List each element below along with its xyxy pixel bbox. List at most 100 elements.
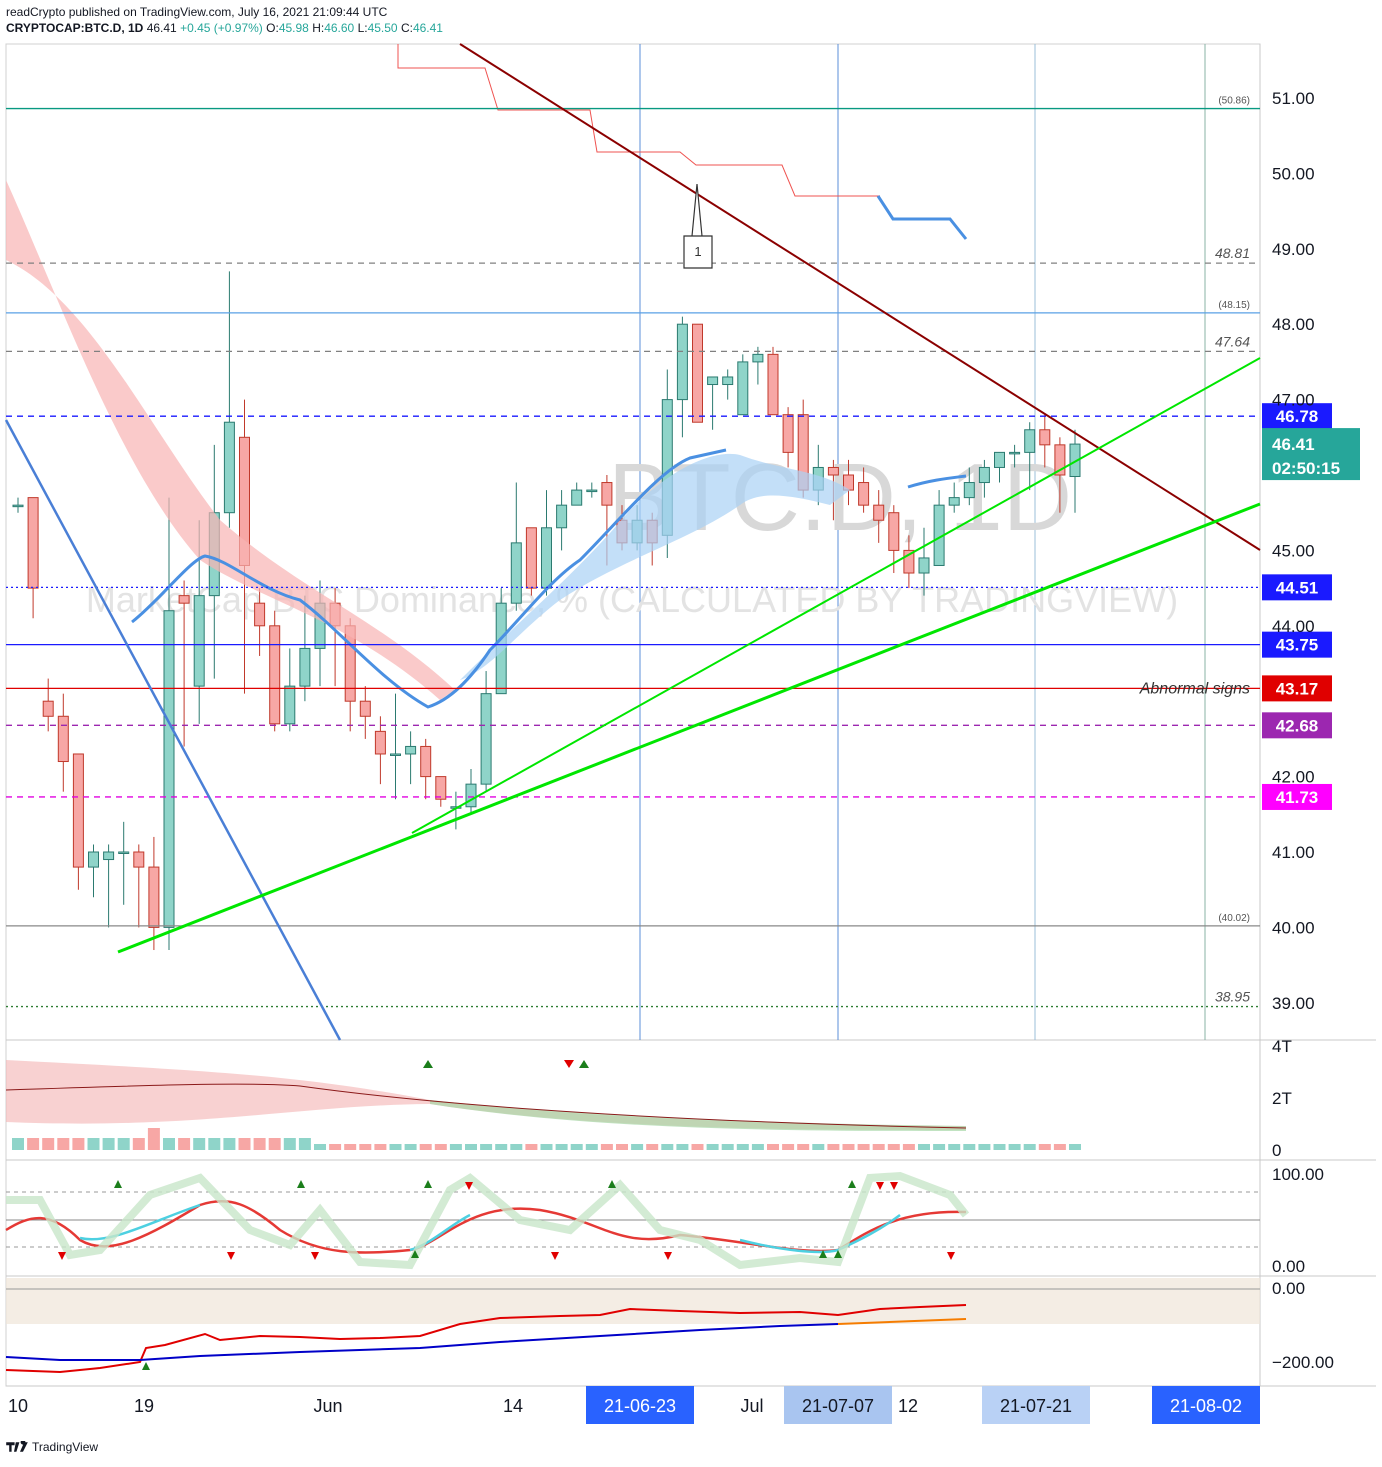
candle-body: [465, 783, 477, 808]
price-badge-label: 41.73: [1276, 788, 1319, 807]
volume-bar: [283, 1138, 296, 1150]
volume-bar: [887, 1144, 900, 1150]
blue-ma-line: [131, 448, 727, 709]
volume-bar: [616, 1144, 628, 1150]
candle-body: [1009, 451, 1021, 455]
volume-bar: [1038, 1144, 1051, 1150]
price-tick-label: 40.00: [1272, 918, 1315, 937]
symbol-name: CRYPTOCAP:BTC.D, 1D: [6, 21, 144, 35]
candle: [510, 482, 522, 611]
candle-body: [827, 466, 839, 476]
candle-body: [57, 715, 69, 763]
ohlc-o-label: O:: [266, 21, 279, 35]
volume-bar: [147, 1128, 160, 1150]
candle-body: [873, 504, 885, 521]
candle: [1009, 444, 1021, 468]
trendline-green-lower: [117, 502, 1261, 954]
volume-bar: [419, 1144, 432, 1150]
candle: [782, 407, 794, 468]
level-label: 48.81: [1215, 245, 1250, 261]
volume-bar: [1023, 1144, 1036, 1150]
volume-bar: [631, 1144, 644, 1150]
ohlc-l: 45.50: [367, 21, 398, 35]
candle-body: [374, 730, 386, 755]
volume-bar: [208, 1138, 221, 1150]
candle-body: [918, 557, 930, 574]
volume-bar: [268, 1138, 281, 1150]
lower-tick-label: 0.00: [1272, 1279, 1305, 1298]
volume-bar: [87, 1138, 100, 1150]
volume-bar: [525, 1144, 538, 1150]
arrow-down-icon: [58, 1252, 66, 1260]
arrow-down-icon: [947, 1252, 955, 1260]
time-tick-label: Jun: [313, 1396, 342, 1416]
ohlc-h: 46.60: [324, 21, 355, 35]
lower-orange-line: [837, 1318, 967, 1325]
volume-bar: [842, 1144, 855, 1150]
volume-bar: [1069, 1144, 1081, 1150]
lower-tick-label: −200.00: [1272, 1353, 1334, 1372]
candle: [873, 490, 885, 543]
candle-body: [722, 376, 734, 386]
volume-tick-label: 2T: [1272, 1089, 1292, 1108]
price-badge-label: 43.75: [1276, 636, 1319, 655]
candle-body: [42, 700, 54, 717]
time-tick-label: 12: [898, 1396, 918, 1416]
arrow-down-icon: [890, 1182, 898, 1190]
candle-body: [27, 497, 39, 589]
volume-bar: [178, 1138, 191, 1150]
candle: [420, 738, 432, 800]
ohlc-l-label: L:: [357, 21, 368, 35]
symbol-line: CRYPTOCAP:BTC.D, 1D 46.41 +0.45 (+0.97%)…: [6, 20, 443, 36]
ohlc-c: 46.41: [412, 21, 443, 35]
price-tick-label: 50.00: [1272, 164, 1315, 183]
candle-body: [782, 414, 794, 453]
candle: [103, 844, 115, 928]
countdown-label: 02:50:15: [1272, 459, 1340, 478]
date-highlight-label: 21-08-02: [1170, 1396, 1242, 1416]
volume-bar: [480, 1144, 493, 1150]
volume-bar: [978, 1144, 991, 1150]
arrow-up-icon: [819, 1250, 827, 1258]
callout-label: 1: [694, 244, 701, 259]
volume-bar: [963, 1144, 976, 1150]
candle-body: [752, 353, 764, 363]
arrow-up-icon: [411, 1250, 419, 1258]
candle-body: [133, 851, 145, 868]
tradingview-logo-icon: [6, 1441, 28, 1452]
date-highlight-label: 21-07-21: [1000, 1396, 1072, 1416]
price-badge: [1262, 675, 1332, 702]
candle: [465, 769, 477, 815]
candle-body: [888, 512, 900, 551]
candle-body: [359, 700, 371, 717]
arrow-down-icon: [227, 1252, 235, 1260]
level-note: Abnormal signs: [1139, 680, 1250, 697]
candle: [948, 482, 960, 513]
candle: [269, 610, 281, 732]
arrow-up-icon: [424, 1180, 432, 1188]
volume-bar: [495, 1144, 508, 1150]
volume-bar: [329, 1144, 342, 1150]
price-tick-label: 47.00: [1272, 391, 1315, 410]
volume-bar: [344, 1144, 357, 1150]
volume-bar: [540, 1144, 553, 1150]
candle: [586, 482, 598, 498]
callout-marker: [683, 183, 713, 269]
candle-body: [510, 542, 522, 604]
candle-body: [148, 866, 160, 928]
candle: [1039, 414, 1051, 468]
volume-bar: [872, 1144, 885, 1150]
ohlc-c-label: C:: [400, 21, 413, 35]
volume-bar: [389, 1144, 402, 1150]
candle: [390, 693, 401, 800]
osc-tick-label: 100.00: [1272, 1165, 1324, 1184]
volume-bar: [706, 1144, 719, 1150]
arrow-down-icon: [876, 1182, 884, 1190]
price-tick-label: 48.00: [1272, 315, 1315, 334]
lower-band: [6, 1278, 1260, 1324]
osc-histogram: [6, 1171, 970, 1270]
candle-body: [178, 595, 190, 604]
candle: [858, 467, 870, 513]
arrow-down-icon: [311, 1252, 319, 1260]
